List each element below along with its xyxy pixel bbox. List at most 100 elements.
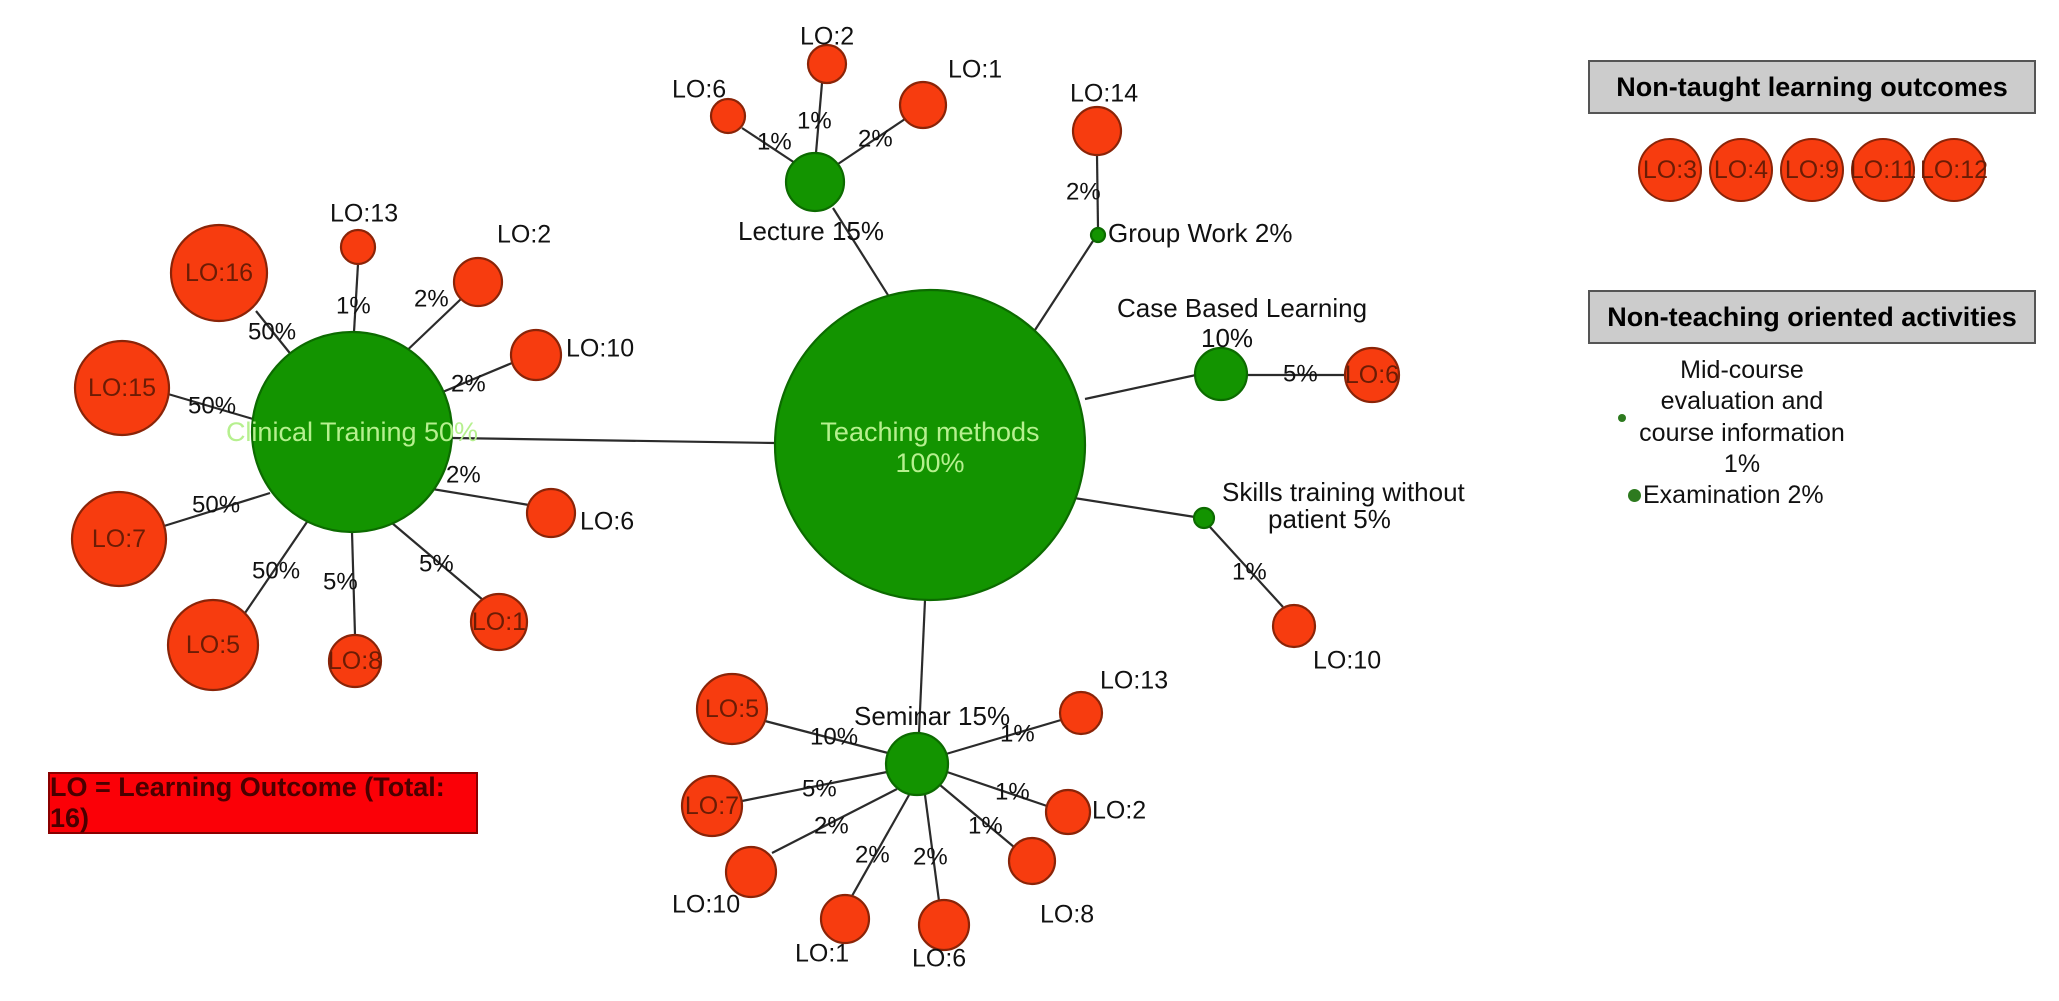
non-taught-panel-header: Non-taught learning outcomes [1588, 60, 2036, 114]
outcome-node-labels: LO:16 LO:15 LO:7 LO:5 LO:1 LO:8 LO:6 LO:… [88, 259, 1399, 820]
learning-outcome-key: LO = Learning Outcome (Total: 16) [48, 772, 478, 834]
label-lo8-clinical: LO:8 [328, 647, 382, 675]
non-taught-outcome-list: LO:3 LO:4 LO:9 LO:11 LO:12 [1588, 135, 2036, 205]
edge-seminar-lo10 [771, 788, 898, 854]
weight-clinical-lo2: 2% [414, 285, 449, 312]
label-lo5-clinical: LO:5 [186, 631, 240, 659]
label-teaching-methods-title: Teaching methods [820, 417, 1039, 447]
lecture-edges [741, 82, 906, 165]
label-lo5-seminar: LO:5 [705, 695, 759, 723]
node-group-work[interactable] [1089, 226, 1107, 244]
node-lo16-clinical[interactable] [169, 223, 269, 323]
weight-clinical-lo7: 50% [192, 491, 240, 518]
node-lo10-seminar[interactable] [724, 845, 778, 899]
edge-clinical-lo1 [391, 522, 484, 601]
edge-seminar-lo6 [923, 794, 941, 902]
node-lo5-clinical[interactable] [166, 598, 260, 692]
edge-clinical-lo8 [350, 531, 357, 636]
node-lo2-seminar[interactable] [1044, 788, 1092, 836]
weight-seminar-lo1: 2% [855, 841, 890, 868]
edge-clinical-lo7 [163, 491, 271, 528]
weight-seminar-lo2: 1% [995, 778, 1030, 805]
node-lecture[interactable] [784, 151, 846, 213]
node-case-based-learning[interactable] [1193, 346, 1249, 402]
edge-seminar-lo7 [741, 770, 888, 803]
weight-lecture-lo1: 2% [858, 125, 893, 152]
node-teaching-methods[interactable] [773, 288, 1087, 602]
node-lo6-lecture[interactable] [709, 97, 747, 135]
node-seminar[interactable] [884, 731, 950, 797]
node-lo1-seminar[interactable] [819, 893, 871, 945]
legend-node-lo3[interactable]: LO:3 [1638, 138, 1702, 202]
weight-seminar-lo10: 2% [814, 812, 849, 839]
weight-clinical-lo16: 50% [248, 318, 296, 345]
label-lo1-clinical: LO:1 [472, 608, 526, 636]
legend-node-lo11[interactable]: LO:11 [1850, 138, 1916, 202]
non-teaching-item-label: Examination 2% [1643, 481, 1824, 509]
edge-root-lecture [832, 207, 894, 304]
label-lo13-clinical: LO:13 [330, 200, 398, 228]
node-clinical-training[interactable] [250, 330, 454, 534]
node-lo13-clinical[interactable] [339, 228, 377, 266]
weight-seminar-lo8: 1% [968, 812, 1003, 839]
label-lo15-clinical: LO:15 [88, 374, 156, 402]
node-lo1-lecture[interactable] [898, 80, 948, 130]
non-teaching-activity-list: Mid-course evaluation and course informa… [1588, 355, 2036, 509]
label-lo7-clinical: LO:7 [92, 525, 146, 553]
label-group-work: Group Work 2% [1108, 218, 1292, 248]
weight-cbl-lo6: 5% [1283, 360, 1318, 387]
label-clinical-training: Clinical Training 50% [226, 417, 478, 447]
node-lo8-seminar[interactable] [1007, 836, 1057, 886]
weight-seminar-lo5: 10% [810, 723, 858, 750]
node-lo6-clinical[interactable] [525, 487, 577, 539]
node-lo10-clinical[interactable] [509, 328, 563, 382]
outcome-outside-labels: LO:13 LO:2 LO:10 LO:6 LO:6 LO:2 LO:1 LO:… [330, 23, 1381, 973]
method-nodes [250, 151, 1249, 797]
edge-groupwork-lo14 [1095, 154, 1100, 229]
node-lo1-clinical[interactable] [469, 592, 529, 652]
label-lo6-seminar: LO:6 [912, 945, 966, 973]
outcome-nodes [70, 43, 1401, 952]
legend-node-lo12[interactable]: LO:12 [1920, 138, 1988, 202]
label-lo13-seminar: LO:13 [1100, 667, 1168, 695]
node-skills-training[interactable] [1192, 506, 1216, 530]
node-lo10-skills[interactable] [1271, 603, 1317, 649]
groupwork-edges [1095, 154, 1100, 229]
weight-lecture-lo2: 1% [797, 107, 832, 134]
legend-node-lo9[interactable]: LO:9 [1780, 138, 1844, 202]
edge-clinical-lo5 [244, 518, 310, 614]
node-lo15-clinical[interactable] [73, 339, 171, 437]
node-lo7-clinical[interactable] [70, 490, 168, 588]
node-lo6-seminar[interactable] [917, 898, 971, 952]
seminar-edges [741, 718, 1062, 902]
weight-seminar-lo6: 2% [913, 843, 948, 870]
non-teaching-item-examination[interactable]: Examination 2% [1628, 480, 1824, 511]
label-lo10-skills: LO:10 [1313, 647, 1381, 675]
non-teaching-item-mid-course[interactable]: Mid-course evaluation and course informa… [1618, 355, 1852, 480]
weight-clinical-lo8: 5% [323, 568, 358, 595]
node-lo6-cbl[interactable] [1343, 346, 1401, 404]
weight-clinical-lo13: 1% [336, 292, 371, 319]
edge-seminar-lo8 [939, 784, 1015, 848]
node-lo5-seminar[interactable] [695, 672, 769, 746]
edge-seminar-lo5 [764, 719, 889, 755]
node-lo13-seminar[interactable] [1058, 690, 1104, 736]
edge-seminar-lo2 [946, 770, 1048, 808]
node-lo2-lecture[interactable] [806, 43, 848, 85]
edge-root-clinical [451, 436, 776, 445]
label-skills-training-line2: patient 5% [1268, 504, 1391, 534]
label-teaching-methods-value: 100% [895, 448, 964, 478]
label-lo1-seminar: LO:1 [795, 940, 849, 968]
weight-clinical-lo10: 2% [451, 370, 486, 397]
edge-root-skills [1054, 493, 1196, 519]
green-dot-icon [1628, 489, 1641, 503]
node-lo2-clinical[interactable] [452, 256, 504, 308]
legend-node-lo4[interactable]: LO:4 [1709, 138, 1773, 202]
label-lo6-cbl: LO:6 [1345, 361, 1399, 389]
node-lo14-groupwork[interactable] [1071, 105, 1123, 157]
node-lo7-seminar[interactable] [680, 774, 744, 838]
label-lo16-clinical: LO:16 [185, 259, 253, 287]
edge-lecture-lo6 [741, 127, 796, 164]
node-lo8-clinical[interactable] [327, 633, 383, 689]
